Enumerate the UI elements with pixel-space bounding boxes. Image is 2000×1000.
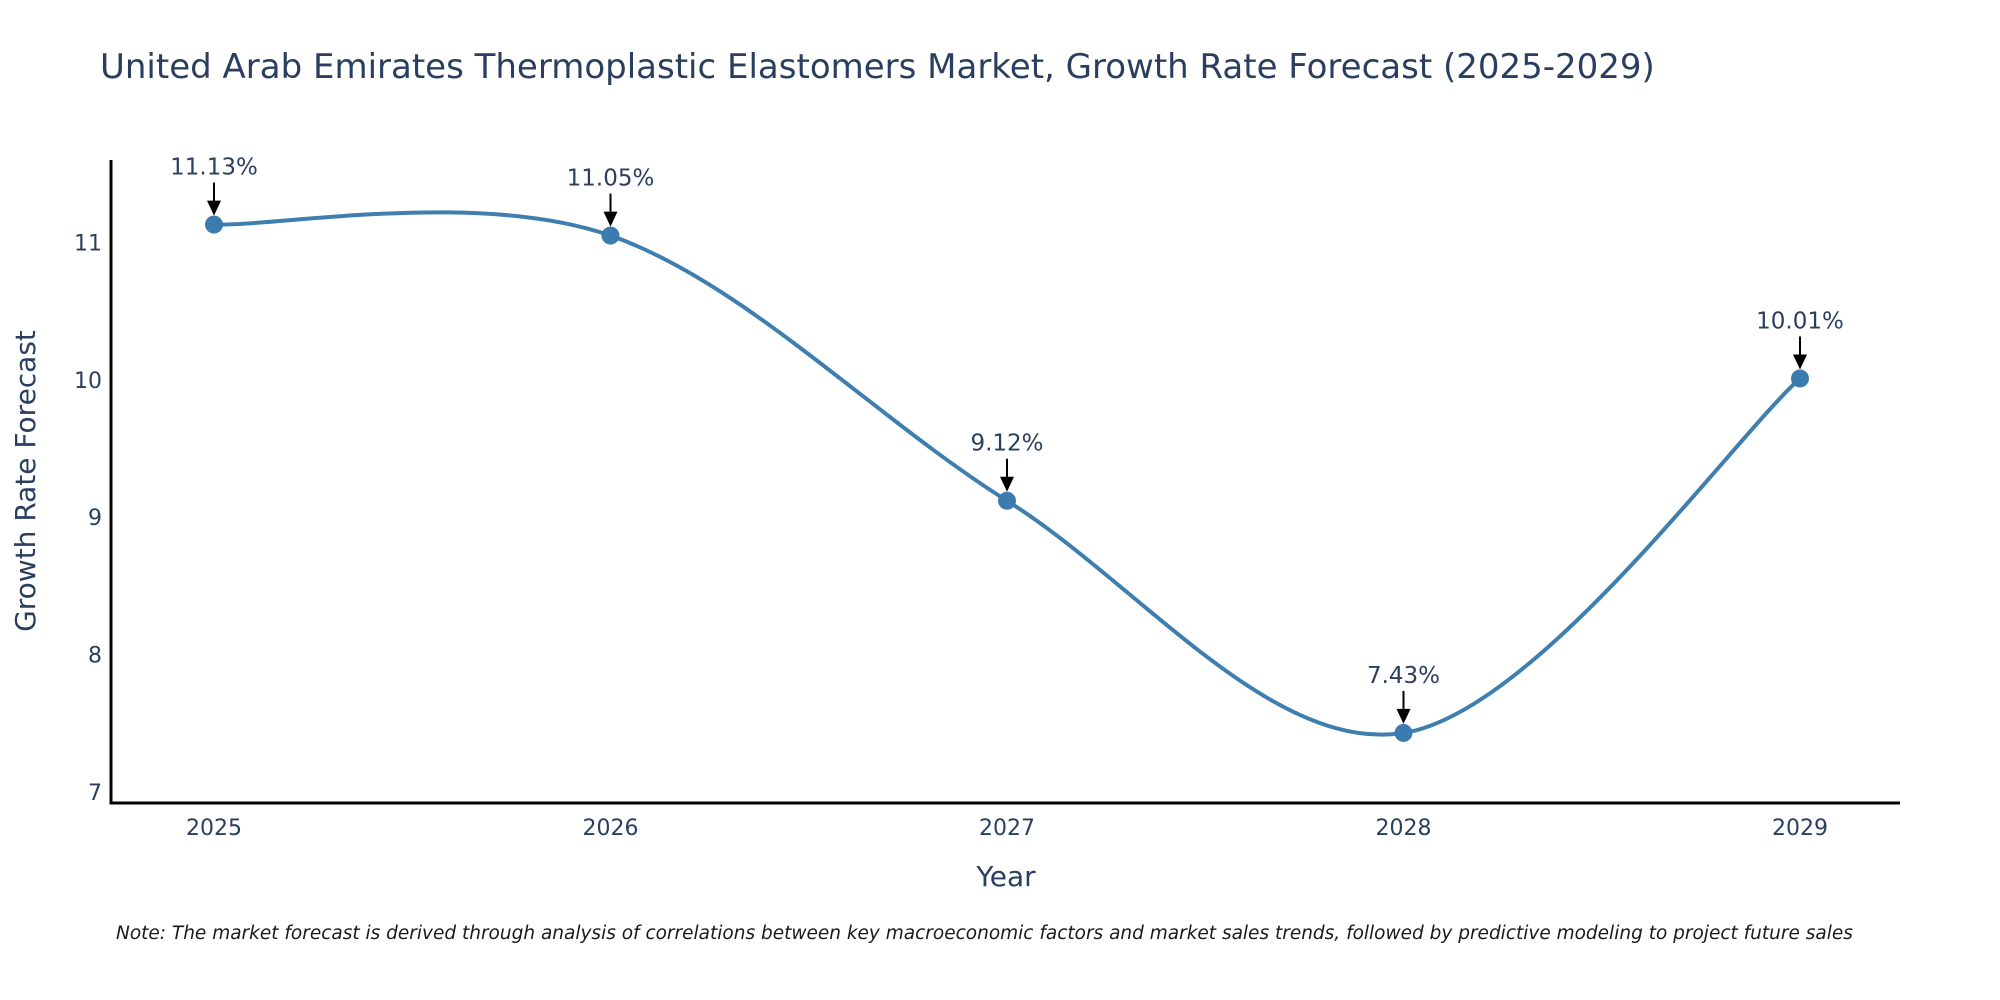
footnote: Note: The market forecast is derived thr…: [116, 923, 1853, 944]
x-tick-label: 2027: [979, 816, 1035, 841]
annotation-arrowhead-2028: [1396, 708, 1411, 724]
data-label-2027: 9.12%: [970, 431, 1043, 457]
annotation-arrowhead-2027: [1000, 476, 1014, 492]
data-point-2029: [1791, 369, 1809, 388]
y-tick-label: 10: [74, 369, 102, 394]
y-tick-label: 9: [88, 506, 102, 531]
y-axis-title: Growth Rate Forecast: [9, 330, 42, 632]
annotation-arrowhead-2025: [207, 200, 221, 216]
x-tick-label: 2025: [186, 816, 242, 841]
x-tick-label: 2029: [1772, 816, 1828, 841]
data-label-2026: 11.05%: [567, 166, 655, 192]
plot-area: 11.13% 11.05% 9.12% 7.43% 10.01%: [170, 155, 1844, 742]
data-label-2028: 7.43%: [1367, 663, 1440, 689]
growth-rate-line: [213, 210, 1802, 737]
y-tick-label: 7: [88, 781, 102, 806]
x-tick-label: 2028: [1376, 816, 1432, 841]
x-axis-ticks: 2025 2026 2027 2028 2029: [186, 816, 1828, 841]
y-axis-ticks: 7 8 9 10 11: [74, 231, 102, 806]
annotation-arrowhead-2026: [603, 211, 618, 227]
data-label-2029: 10.01%: [1756, 308, 1844, 334]
data-point-2028: [1394, 723, 1413, 742]
data-point-2027: [998, 491, 1016, 510]
y-tick-label: 11: [74, 231, 102, 256]
data-label-2025: 11.13%: [170, 155, 258, 181]
x-tick-label: 2026: [583, 816, 639, 841]
y-tick-label: 8: [88, 644, 102, 669]
chart-title: United Arab Emirates Thermoplastic Elast…: [100, 47, 1655, 87]
data-point-2026: [601, 226, 620, 245]
data-point-2025: [205, 215, 223, 234]
annotation-arrowhead-2029: [1793, 354, 1807, 370]
x-axis-title: Year: [975, 860, 1036, 893]
